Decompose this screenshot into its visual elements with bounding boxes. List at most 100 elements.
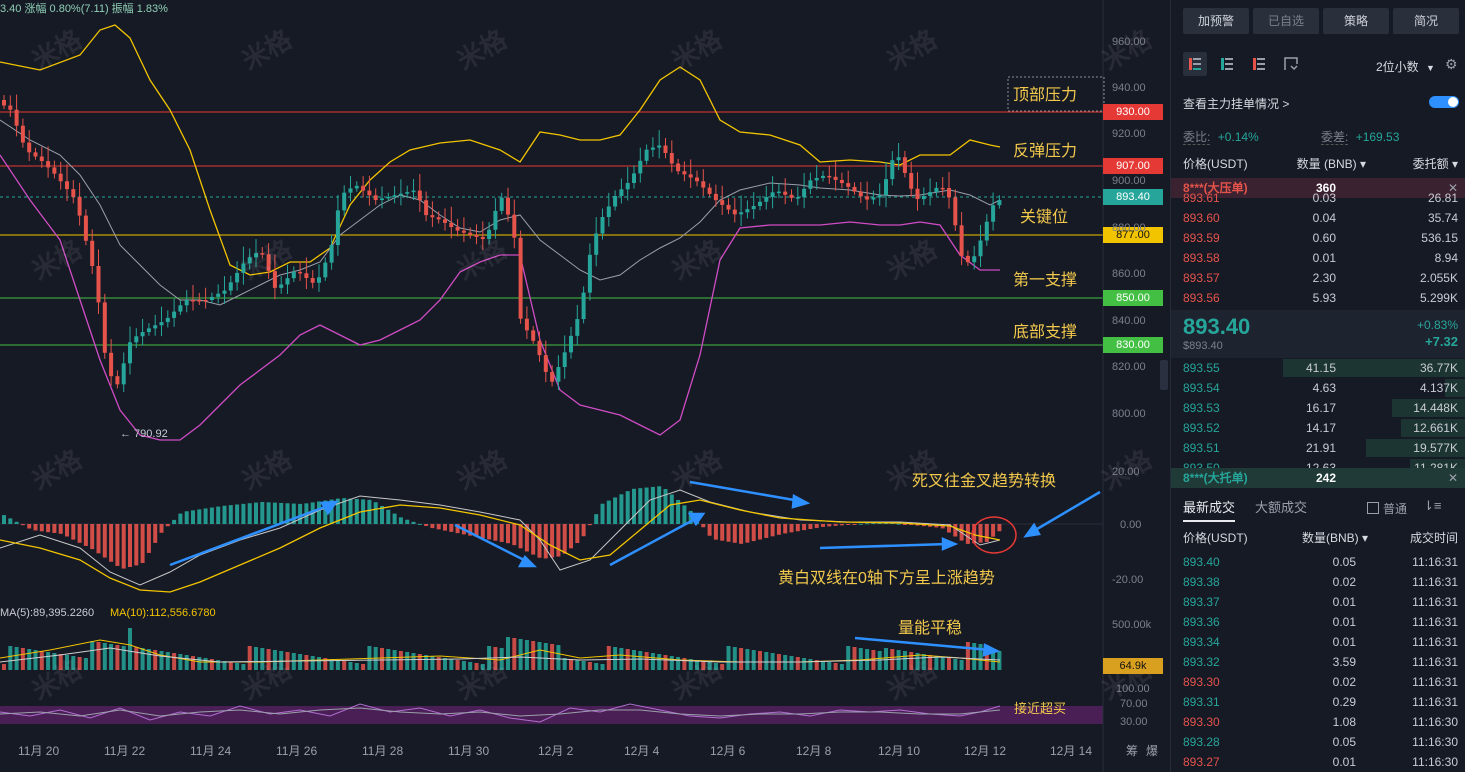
volume-bar bbox=[726, 646, 731, 670]
bid-row[interactable]: 893.52 14.17 12.661K bbox=[1171, 418, 1465, 438]
macd-bar bbox=[915, 524, 920, 526]
candle-body bbox=[852, 186, 857, 192]
candle-body bbox=[241, 263, 246, 273]
volume-bar bbox=[298, 654, 303, 670]
add-alert-button[interactable]: 加预警 bbox=[1183, 8, 1249, 34]
volume-bar bbox=[720, 664, 725, 670]
macd-histogram bbox=[2, 486, 1002, 569]
macd-bar bbox=[512, 524, 517, 546]
trade-price: 893.37 bbox=[1183, 595, 1220, 609]
chart-area[interactable]: 米格 米格 米格 米格 米格 米格 米格 米格 米格 米格 米格 米格 米格 米… bbox=[0, 0, 1168, 772]
macd-bar bbox=[424, 524, 429, 527]
candle-body bbox=[191, 300, 195, 302]
depth-chart-icon bbox=[1284, 57, 1298, 71]
candle-body bbox=[386, 196, 391, 199]
price-chart[interactable] bbox=[0, 0, 1168, 772]
volume-bar bbox=[216, 660, 221, 670]
bid-depth-bar bbox=[1445, 379, 1465, 397]
close-icon[interactable]: ✕ bbox=[1447, 471, 1458, 485]
volume-bar bbox=[556, 645, 561, 670]
collapse-panel-handle[interactable] bbox=[1160, 360, 1168, 390]
main-order-link[interactable]: 查看主力挂单情况 > bbox=[1183, 97, 1290, 111]
volume-bar bbox=[852, 647, 857, 670]
ask-row[interactable]: 893.56 5.93 5.299K bbox=[1171, 288, 1465, 308]
chip-distribution-button[interactable]: 筹 bbox=[1126, 744, 1139, 758]
bid-row[interactable]: 893.54 4.63 4.137K bbox=[1171, 378, 1465, 398]
bid-price: 893.54 bbox=[1183, 381, 1220, 395]
candle-body bbox=[915, 188, 920, 200]
tab-latest-trades[interactable]: 最新成交 bbox=[1183, 497, 1236, 522]
bid-row[interactable]: 893.51 21.91 19.577K bbox=[1171, 438, 1465, 458]
ask-row[interactable]: 893.61 0.03 26.81 bbox=[1171, 188, 1465, 208]
ask-row[interactable]: 893.60 0.04 35.74 bbox=[1171, 208, 1465, 228]
ask-total: 35.74 bbox=[1427, 211, 1458, 225]
macd-bar bbox=[254, 502, 258, 524]
strategy-button[interactable]: 策略 bbox=[1323, 8, 1389, 34]
macd-bar bbox=[978, 524, 983, 543]
bid-row[interactable]: 893.55 41.15 36.77K bbox=[1171, 358, 1465, 378]
macd-bar bbox=[20, 524, 25, 526]
bid-row[interactable]: 893.53 16.17 14.448K bbox=[1171, 398, 1465, 418]
volume-bar bbox=[58, 654, 63, 670]
orderbook-both-view[interactable] bbox=[1183, 52, 1207, 76]
liquidation-button[interactable]: 爆 bbox=[1146, 744, 1159, 758]
volume-bar bbox=[14, 647, 19, 670]
total-column-header[interactable]: 委托额 ▾ bbox=[1412, 157, 1458, 171]
volume-bar bbox=[978, 644, 983, 670]
trade-time: 11:16:30 bbox=[1412, 715, 1458, 729]
close-icon[interactable]: ✕ bbox=[1447, 181, 1458, 195]
macd-bar bbox=[865, 523, 870, 525]
macd-bar bbox=[613, 497, 618, 524]
macd-bar bbox=[858, 523, 863, 525]
tab-large-trades[interactable]: 大额成交 bbox=[1255, 500, 1308, 515]
macd-bar bbox=[506, 524, 510, 544]
macd-bar bbox=[606, 500, 611, 524]
settings-icon[interactable]: ⚙ bbox=[1445, 56, 1458, 72]
macd-bar bbox=[632, 488, 636, 524]
macd-bar bbox=[902, 524, 907, 525]
bid-total: 14.448K bbox=[1413, 401, 1458, 415]
normal-filter[interactable]: 普通 bbox=[1367, 500, 1407, 517]
orderbook-asks-view[interactable] bbox=[1247, 52, 1271, 76]
macd-bar bbox=[600, 503, 605, 524]
volume-bar bbox=[241, 664, 246, 670]
macd-bar bbox=[909, 524, 914, 525]
volume-bar bbox=[795, 657, 800, 670]
macd-bar bbox=[480, 524, 485, 539]
ask-row[interactable]: 893.59 0.60 536.15 bbox=[1171, 228, 1465, 248]
filter-icon[interactable]: ⇂≡ bbox=[1423, 498, 1442, 513]
orderbook-depth-view[interactable] bbox=[1279, 52, 1303, 76]
bid-price: 893.55 bbox=[1183, 361, 1220, 375]
trade-time: 11:16:31 bbox=[1412, 615, 1458, 629]
candle-body bbox=[713, 193, 718, 201]
big-buy-order[interactable]: 8***(大托单) 242 ✕ bbox=[1171, 468, 1465, 488]
trade-qty-header[interactable]: 数量(BNB) ▾ bbox=[1301, 531, 1368, 545]
volume-bar bbox=[543, 643, 548, 670]
candle-body bbox=[449, 222, 454, 228]
ask-row[interactable]: 893.58 0.01 8.94 bbox=[1171, 248, 1465, 268]
volume-bar bbox=[77, 657, 82, 670]
candle-body bbox=[575, 319, 580, 336]
candle-body bbox=[468, 232, 473, 235]
precision-select[interactable]: 2位小数 ▼ bbox=[1376, 58, 1435, 75]
order-ratio-label: 委比: bbox=[1183, 130, 1211, 145]
order-ratio-value: +0.14% bbox=[1217, 130, 1259, 144]
candle-body bbox=[52, 167, 57, 174]
checkbox[interactable] bbox=[1367, 502, 1379, 514]
order-diff-label: 委差: bbox=[1321, 130, 1349, 145]
macd-bar bbox=[348, 498, 353, 524]
main-order-toggle[interactable] bbox=[1429, 96, 1459, 108]
ask-row[interactable]: 893.57 2.30 2.055K bbox=[1171, 268, 1465, 288]
orderbook-bids-view[interactable] bbox=[1215, 52, 1239, 76]
overview-button[interactable]: 简况 bbox=[1393, 8, 1459, 34]
bid-depth-bar bbox=[1401, 419, 1465, 437]
candle-body bbox=[991, 205, 996, 222]
candle-body bbox=[795, 197, 800, 199]
macd-axis-label: -20.00 bbox=[1112, 574, 1144, 586]
macd-bar bbox=[165, 524, 170, 527]
qty-column-header[interactable]: 数量 (BNB) ▾ bbox=[1296, 157, 1366, 171]
added-watchlist-button[interactable]: 已自选 bbox=[1253, 8, 1319, 34]
big-sell-order[interactable]: 8***(大压单) 360 ✕ bbox=[1171, 178, 1465, 198]
macd-bar bbox=[802, 524, 807, 531]
ask-total: 5.299K bbox=[1419, 291, 1458, 305]
